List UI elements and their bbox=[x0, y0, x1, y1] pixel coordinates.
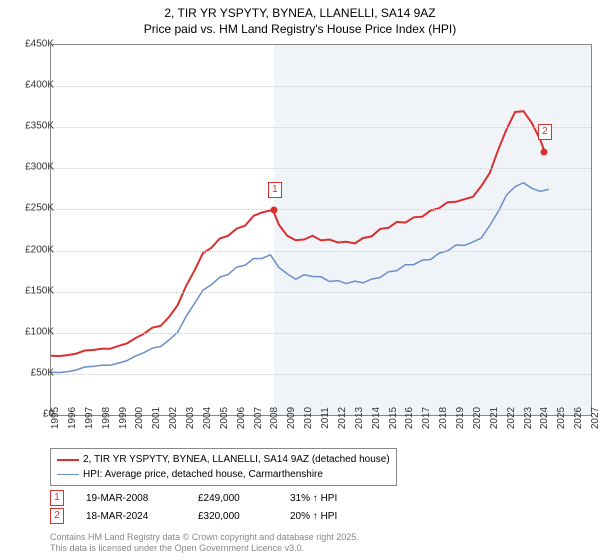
x-axis-label: 2024 bbox=[539, 407, 550, 429]
chart-lines-svg bbox=[51, 45, 591, 415]
series-price_paid bbox=[51, 111, 544, 356]
title-line1: 2, TIR YR YSPYTY, BYNEA, LLANELLI, SA14 … bbox=[0, 6, 600, 22]
y-axis-label: £100K bbox=[14, 326, 54, 337]
gridline bbox=[51, 374, 591, 375]
y-axis-label: £0 bbox=[14, 409, 54, 420]
x-axis-label: 2017 bbox=[421, 407, 432, 429]
x-axis-label: 2000 bbox=[134, 407, 145, 429]
x-axis-label: 2018 bbox=[438, 407, 449, 429]
x-axis-label: 2020 bbox=[472, 407, 483, 429]
x-axis-label: 2011 bbox=[320, 407, 331, 429]
gridline bbox=[51, 86, 591, 87]
x-axis-label: 2022 bbox=[506, 407, 517, 429]
gridline bbox=[51, 209, 591, 210]
sale-marker: 1 bbox=[50, 490, 64, 506]
x-axis-label: 1995 bbox=[50, 407, 61, 429]
sale-price: £320,000 bbox=[198, 511, 268, 522]
footnote-line1: Contains HM Land Registry data © Crown c… bbox=[50, 532, 359, 543]
x-axis-label: 2003 bbox=[185, 407, 196, 429]
x-axis-label: 2009 bbox=[286, 407, 297, 429]
y-axis-label: £450K bbox=[14, 39, 54, 50]
x-axis-label: 2019 bbox=[455, 407, 466, 429]
x-axis-label: 2027 bbox=[590, 407, 600, 429]
legend-swatch bbox=[57, 459, 79, 461]
marker-dot bbox=[270, 207, 277, 214]
x-axis-label: 2005 bbox=[219, 407, 230, 429]
footnote-line2: This data is licensed under the Open Gov… bbox=[50, 543, 359, 554]
chart-plot-area: 12 bbox=[50, 44, 592, 416]
x-axis-label: 1997 bbox=[84, 407, 95, 429]
sale-delta: 31% ↑ HPI bbox=[290, 493, 370, 504]
y-axis-label: £150K bbox=[14, 285, 54, 296]
y-axis-label: £300K bbox=[14, 162, 54, 173]
x-axis-label: 2012 bbox=[337, 407, 348, 429]
marker-label: 2 bbox=[538, 124, 552, 140]
legend: 2, TIR YR YSPYTY, BYNEA, LLANELLI, SA14 … bbox=[50, 448, 397, 486]
sale-marker: 2 bbox=[50, 508, 64, 524]
gridline bbox=[51, 251, 591, 252]
x-axis-label: 2021 bbox=[489, 407, 500, 429]
sale-date: 19-MAR-2008 bbox=[86, 493, 176, 504]
gridline bbox=[51, 168, 591, 169]
y-axis-label: £50K bbox=[14, 367, 54, 378]
y-axis-label: £200K bbox=[14, 244, 54, 255]
gridline bbox=[51, 292, 591, 293]
marker-label: 1 bbox=[268, 182, 282, 198]
x-axis-label: 2010 bbox=[303, 407, 314, 429]
legend-item: 2, TIR YR YSPYTY, BYNEA, LLANELLI, SA14 … bbox=[57, 452, 390, 467]
x-axis-label: 2025 bbox=[556, 407, 567, 429]
title-line2: Price paid vs. HM Land Registry's House … bbox=[0, 22, 600, 38]
x-axis-label: 2001 bbox=[151, 407, 162, 429]
x-axis-label: 2006 bbox=[236, 407, 247, 429]
x-axis-label: 2026 bbox=[573, 407, 584, 429]
legend-swatch bbox=[57, 474, 79, 475]
sale-date: 18-MAR-2024 bbox=[86, 511, 176, 522]
legend-label: 2, TIR YR YSPYTY, BYNEA, LLANELLI, SA14 … bbox=[83, 452, 390, 467]
x-axis-label: 2008 bbox=[269, 407, 280, 429]
legend-item: HPI: Average price, detached house, Carm… bbox=[57, 467, 390, 482]
chart-title: 2, TIR YR YSPYTY, BYNEA, LLANELLI, SA14 … bbox=[0, 0, 600, 37]
y-axis-label: £400K bbox=[14, 80, 54, 91]
x-axis-label: 2007 bbox=[253, 407, 264, 429]
x-axis-label: 2016 bbox=[404, 407, 415, 429]
x-axis-label: 2014 bbox=[371, 407, 382, 429]
x-axis-label: 2004 bbox=[202, 407, 213, 429]
x-axis-label: 1999 bbox=[118, 407, 129, 429]
gridline bbox=[51, 127, 591, 128]
sale-row: 1 19-MAR-2008 £249,000 31% ↑ HPI bbox=[50, 490, 370, 506]
y-axis-label: £350K bbox=[14, 121, 54, 132]
y-axis-label: £250K bbox=[14, 203, 54, 214]
sale-row: 2 18-MAR-2024 £320,000 20% ↑ HPI bbox=[50, 508, 370, 524]
x-axis-label: 2015 bbox=[388, 407, 399, 429]
gridline bbox=[51, 333, 591, 334]
marker-dot bbox=[540, 148, 547, 155]
x-axis-label: 2023 bbox=[523, 407, 534, 429]
x-axis-label: 2013 bbox=[354, 407, 365, 429]
x-axis-label: 1996 bbox=[67, 407, 78, 429]
footnote: Contains HM Land Registry data © Crown c… bbox=[50, 532, 359, 555]
sales-rows: 1 19-MAR-2008 £249,000 31% ↑ HPI 2 18-MAR-202… bbox=[50, 490, 370, 526]
legend-label: HPI: Average price, detached house, Carm… bbox=[83, 467, 323, 482]
x-axis-label: 2002 bbox=[168, 407, 179, 429]
x-axis-label: 1998 bbox=[101, 407, 112, 429]
sale-price: £249,000 bbox=[198, 493, 268, 504]
sale-delta: 20% ↑ HPI bbox=[290, 511, 370, 522]
